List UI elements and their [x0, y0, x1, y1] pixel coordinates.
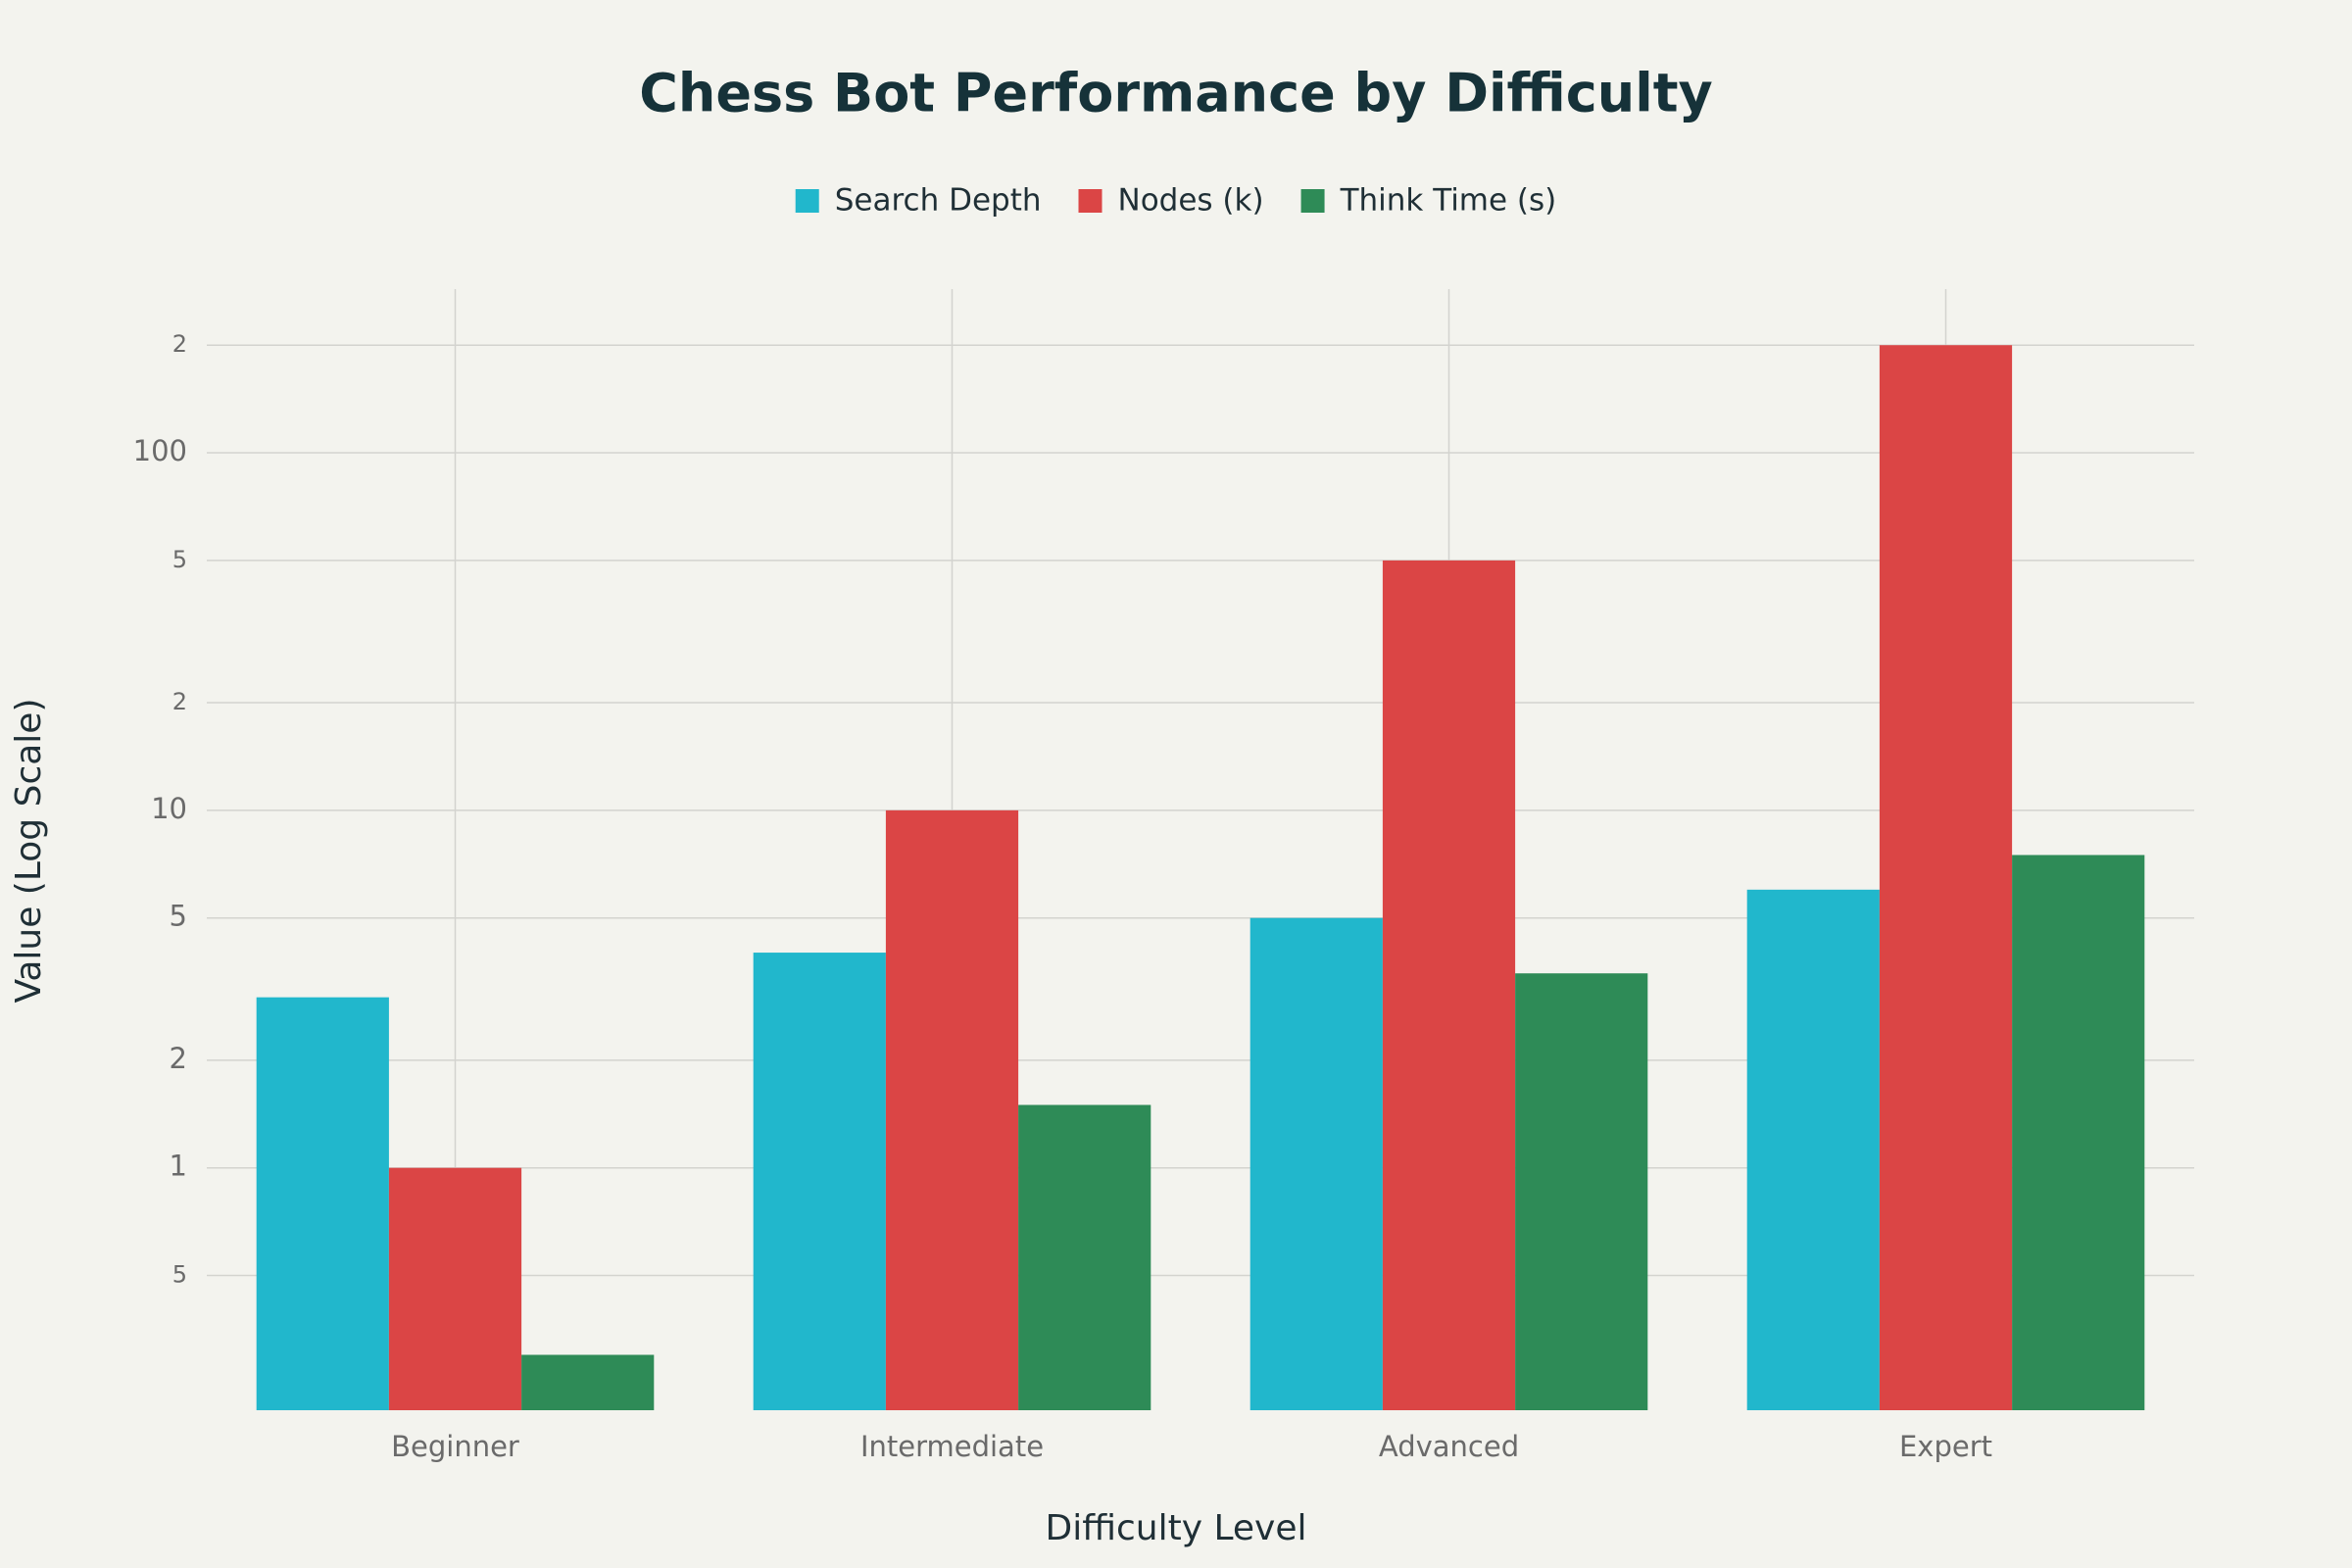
y-axis-title: Value (Log Scale) [9, 699, 49, 1004]
legend-label: Search Depth [835, 183, 1042, 219]
bar [1515, 973, 1648, 1410]
x-tick-label: Beginner [391, 1430, 519, 1463]
x-tick-label: Advanced [1379, 1430, 1519, 1463]
bar [1746, 889, 1880, 1410]
y-tick-label: 5 [170, 900, 187, 933]
legend-label: Nodes (k) [1118, 183, 1264, 219]
y-tick-label: 2 [172, 688, 187, 715]
legend-swatch [795, 189, 819, 213]
y-tick-label: 5 [172, 1261, 187, 1289]
bar [1018, 1104, 1152, 1410]
legend-swatch [1300, 189, 1325, 213]
y-tick-label: 10 [151, 792, 187, 825]
bar [1382, 560, 1516, 1410]
legend-swatch [1078, 189, 1102, 213]
bar [885, 809, 1019, 1410]
bar [388, 1167, 522, 1410]
y-tick-label: 2 [172, 330, 187, 358]
x-tick-label: Intermediate [860, 1430, 1044, 1463]
y-tick-label: 1 [170, 1150, 187, 1183]
bar [2012, 855, 2145, 1410]
bar [521, 1354, 655, 1410]
bar [1879, 345, 2013, 1410]
bar [256, 997, 389, 1410]
y-tick-label: 100 [133, 434, 187, 467]
y-tick-label: 2 [170, 1042, 187, 1075]
bar [1250, 917, 1383, 1410]
y-tick-label: 5 [172, 546, 187, 573]
bar [753, 953, 886, 1410]
x-tick-label: Expert [1899, 1430, 1992, 1463]
legend-label: Think Time (s) [1340, 183, 1557, 219]
chart-title: Chess Bot Performance by Difficulty [639, 63, 1712, 124]
legend: Search Depth Nodes (k) Think Time (s) [795, 183, 1557, 219]
x-axis-title: Difficulty Level [1045, 1508, 1306, 1548]
